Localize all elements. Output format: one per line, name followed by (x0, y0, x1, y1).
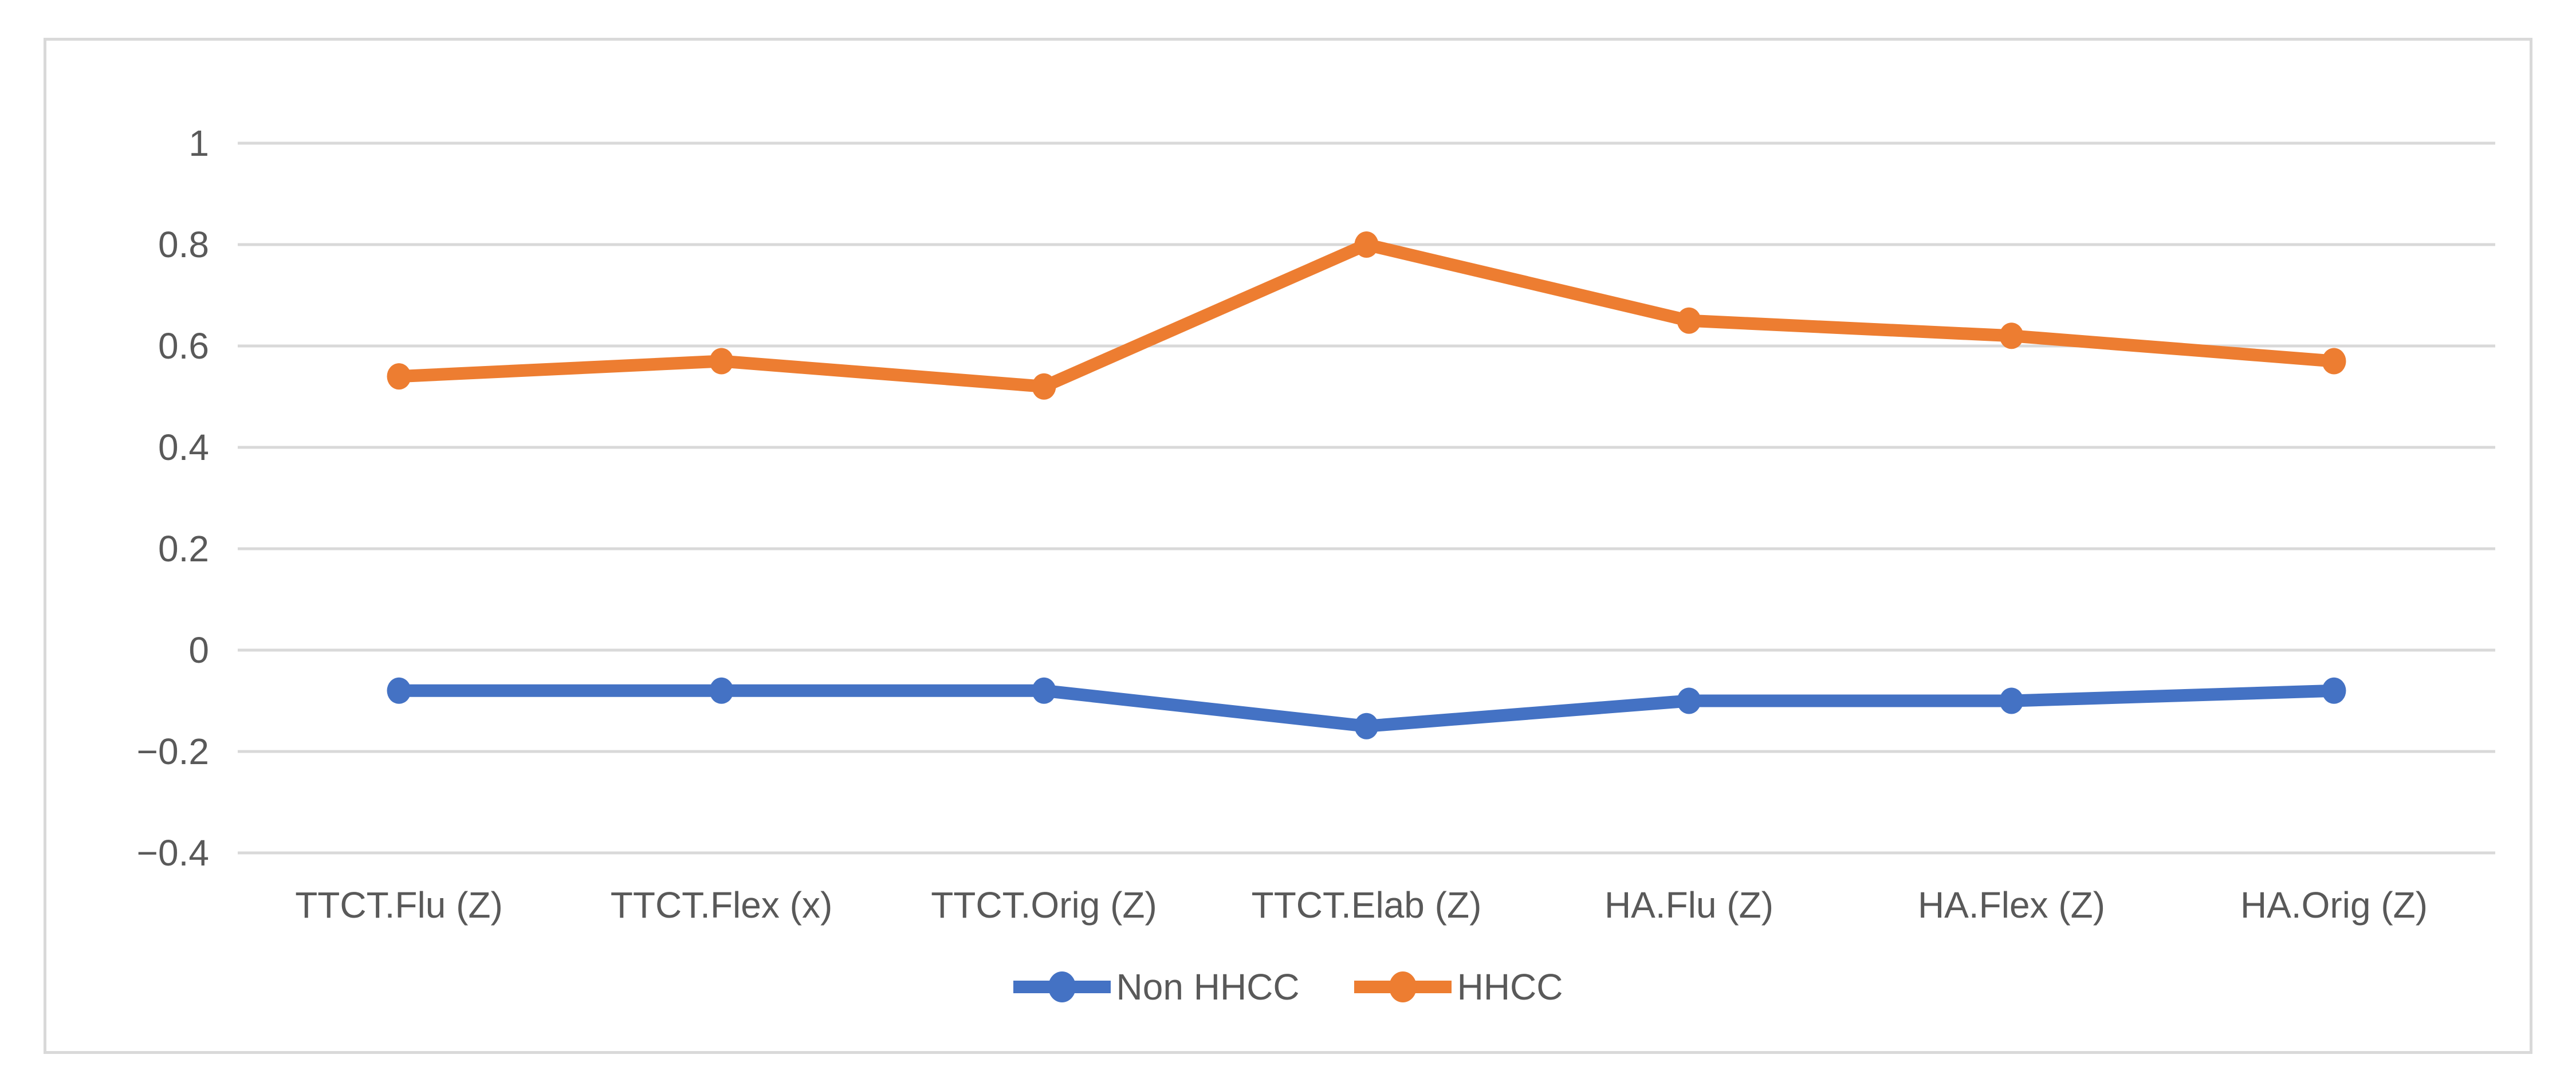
x-axis-category-label: HA.Flu (Z) (1604, 884, 1773, 926)
y-axis-tick-label: 0.6 (158, 325, 209, 367)
x-axis-category-labels: TTCT.Flu (Z) TTCT.Flex (x) TTCT.Orig (Z) TT… (295, 884, 2428, 926)
y-axis-tick-label: 0.8 (158, 224, 209, 265)
data-point-marker-hhcc (1032, 373, 1056, 400)
legend: Non HHCC HHCC (44, 964, 2532, 1010)
gridlines-group (238, 141, 2495, 855)
data-point-marker-non-hhcc (1677, 687, 1701, 714)
y-axis-tick-label: 1 (188, 123, 209, 164)
y-axis-tick-label: 0.4 (158, 427, 209, 468)
data-point-marker-non-hhcc (1354, 713, 1379, 739)
data-point-marker-non-hhcc (387, 677, 411, 704)
x-axis-category-label: HA.Orig (Z) (2240, 884, 2428, 926)
y-axis-tick-label: 0.2 (158, 528, 209, 569)
chart-container (44, 38, 2532, 1054)
x-axis-category-label: TTCT.Flex (x) (611, 884, 833, 926)
data-point-marker-hhcc (1677, 307, 1701, 334)
data-point-marker-hhcc (1999, 322, 2024, 349)
data-point-marker-non-hhcc (709, 677, 734, 704)
series-line-hhcc (392, 238, 2341, 393)
legend-marker-icon (1013, 971, 1111, 1002)
legend-label: HHCC (1457, 966, 1563, 1008)
data-point-marker-non-hhcc (2322, 677, 2346, 704)
legend-marker-dot (1048, 971, 1076, 1002)
y-axis-tick-label: 0 (188, 630, 209, 671)
data-point-marker-non-hhcc (1999, 687, 2024, 714)
y-axis-tick-label: −0.2 (137, 731, 209, 772)
series-group (387, 231, 2346, 739)
legend-label: Non HHCC (1116, 966, 1300, 1008)
x-axis-category-label: TTCT.Elab (Z) (1252, 884, 1482, 926)
data-point-marker-hhcc (2322, 348, 2346, 375)
data-point-marker-non-hhcc (1032, 677, 1056, 704)
x-axis-category-label: TTCT.Flu (Z) (295, 884, 503, 926)
x-axis-category-label: TTCT.Orig (Z) (931, 884, 1157, 926)
legend-item-hhcc: HHCC (1354, 967, 1563, 1007)
legend-marker-dot (1389, 971, 1417, 1002)
legend-item-non-hhcc: Non HHCC (1013, 967, 1300, 1007)
data-point-marker-hhcc (709, 348, 734, 375)
data-point-marker-hhcc (387, 363, 411, 390)
legend-marker-icon (1354, 971, 1452, 1002)
y-axis-tick-label: −0.4 (137, 832, 209, 874)
x-axis-category-label: HA.Flex (Z) (1918, 884, 2105, 926)
y-axis-tick-labels: 1 0.8 0.6 0.4 0.2 0 −0.2 −0.4 (137, 123, 209, 874)
data-point-marker-hhcc (1354, 231, 1379, 258)
